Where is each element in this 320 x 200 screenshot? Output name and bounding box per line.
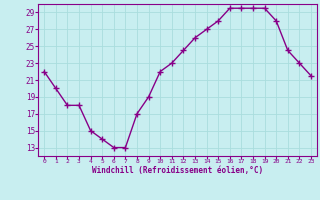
X-axis label: Windchill (Refroidissement éolien,°C): Windchill (Refroidissement éolien,°C) (92, 166, 263, 175)
